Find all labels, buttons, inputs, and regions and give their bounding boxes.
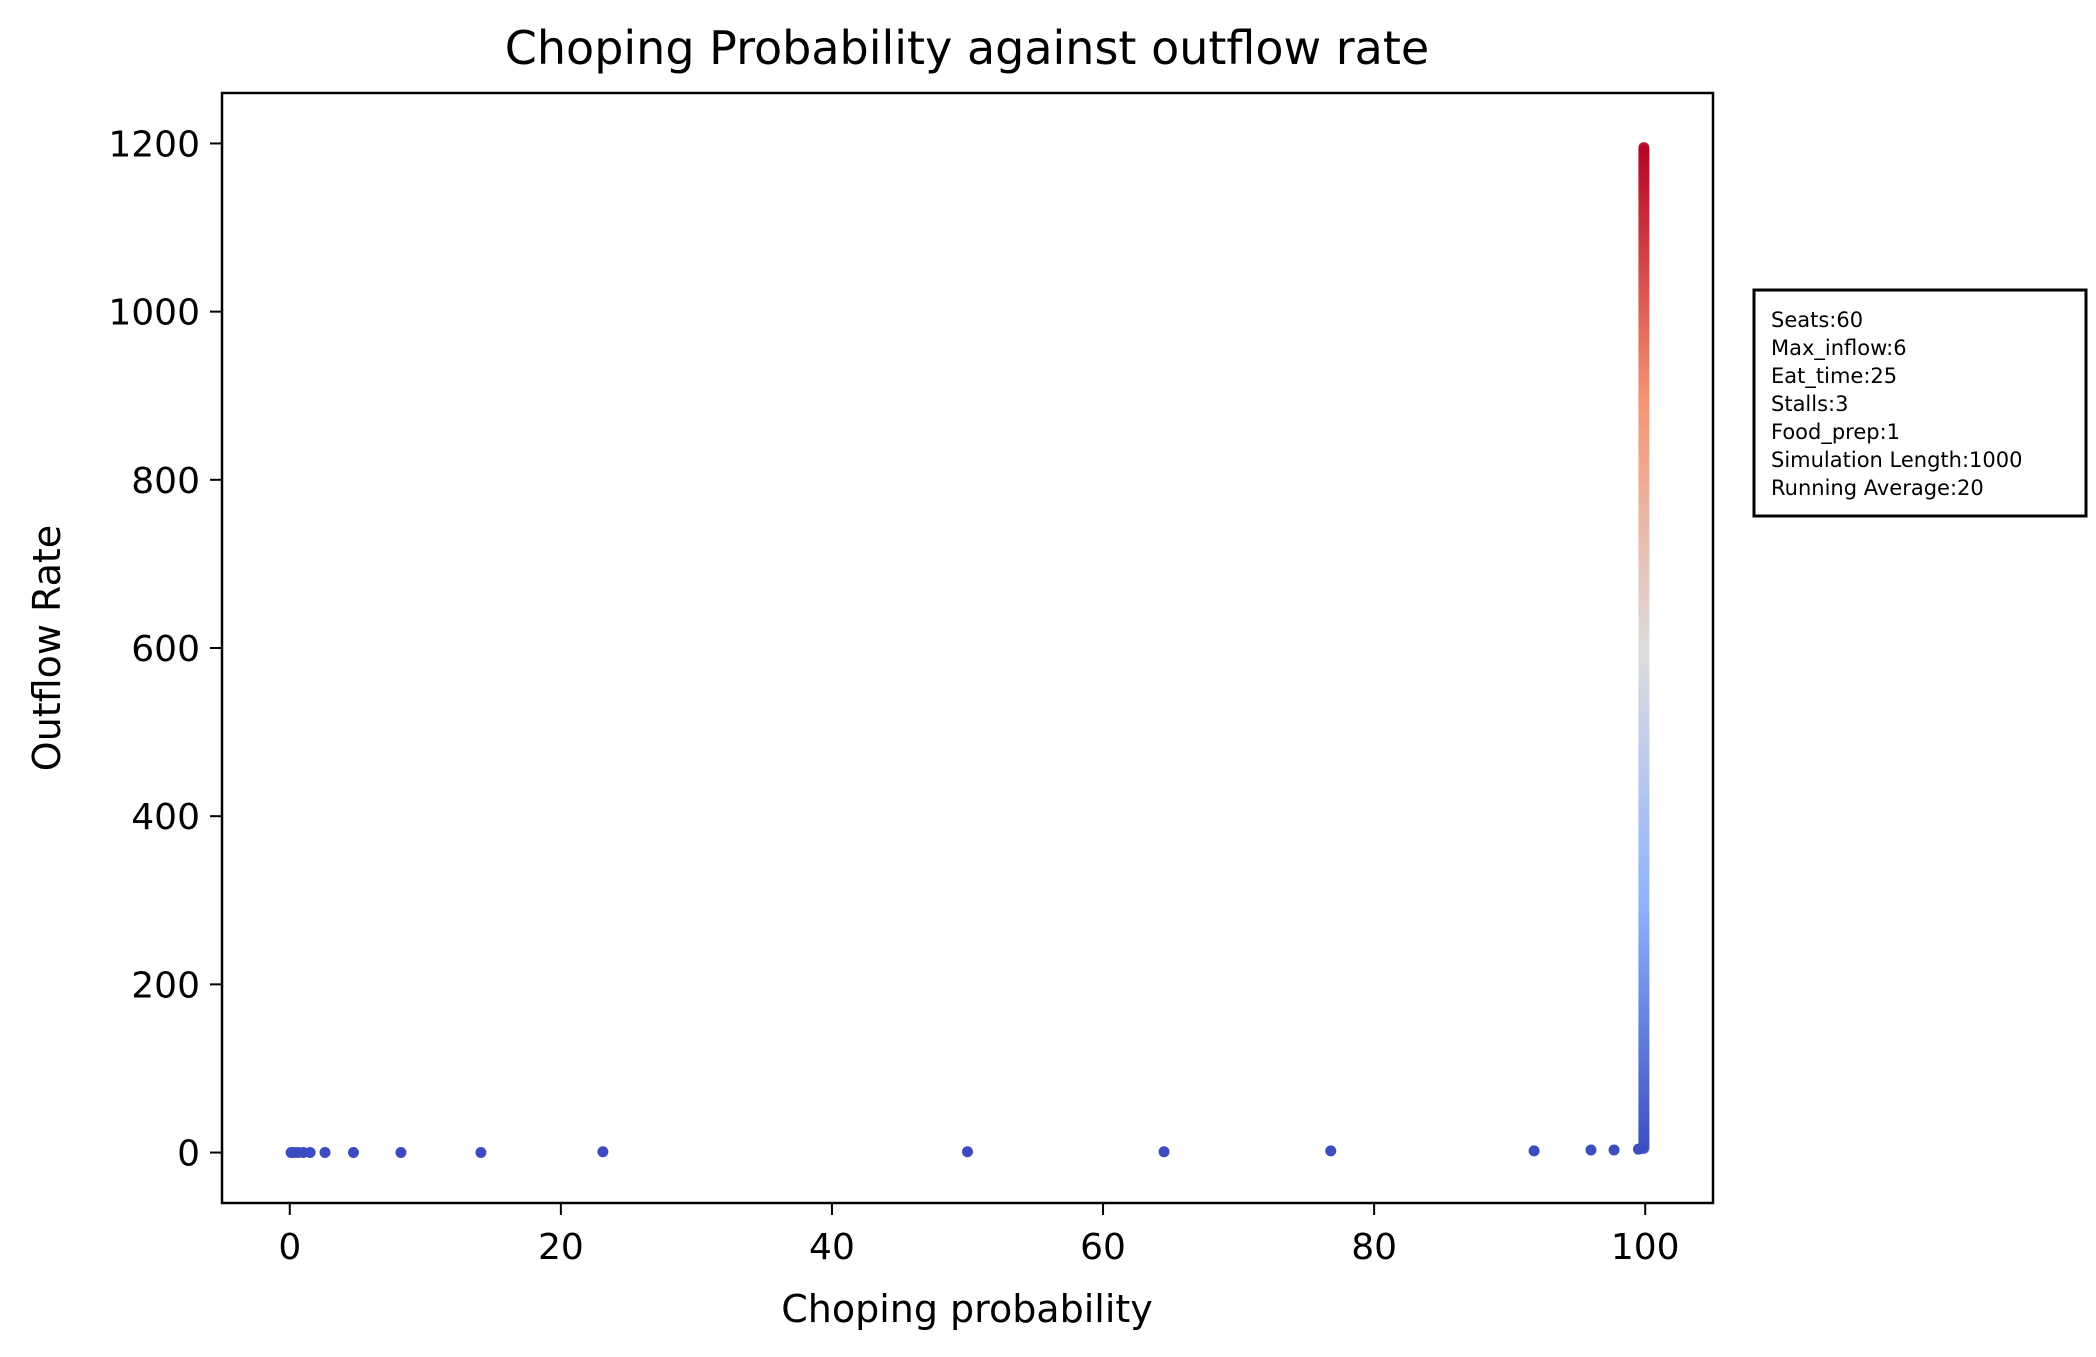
scatter-point bbox=[319, 1147, 331, 1159]
scatter-point bbox=[395, 1147, 407, 1159]
y-axis-ticks: 0 200 400 600 800 1000 1200 bbox=[108, 124, 222, 1175]
y-tick-label: 400 bbox=[131, 797, 200, 838]
x-tick-label: 100 bbox=[1611, 1227, 1680, 1268]
plot-area: 0 20 40 60 80 100 0 200 400 600 800 1000 1200 bbox=[108, 91, 1715, 1268]
scatter-point bbox=[1158, 1146, 1170, 1158]
legend-line-seats: Seats:60 bbox=[1771, 308, 1863, 332]
points-layer bbox=[285, 142, 1650, 1159]
legend-line-stalls: Stalls:3 bbox=[1771, 392, 1848, 416]
parameters-legend: Seats:60 Max_inflow:6 Eat_time:25 Stalls… bbox=[1752, 288, 2088, 518]
scatter-point bbox=[1325, 1145, 1337, 1157]
legend-line-eat-time: Eat_time:25 bbox=[1771, 364, 1897, 389]
x-tick-label: 80 bbox=[1351, 1227, 1397, 1268]
y-tick-label: 200 bbox=[131, 965, 200, 1006]
scatter-point bbox=[962, 1146, 973, 1158]
scatter-point bbox=[1635, 1142, 1647, 1154]
x-axis-label: Choping probability bbox=[781, 1287, 1153, 1331]
scatter-point bbox=[1528, 1145, 1540, 1157]
x-axis-ticks: 0 20 40 60 80 100 bbox=[278, 1203, 1680, 1268]
chart-title: Choping Probability against outflow rate bbox=[505, 21, 1429, 75]
scatter-point bbox=[1608, 1144, 1620, 1156]
scatter-point bbox=[597, 1146, 609, 1158]
legend-line-simulation-length: Simulation Length:1000 bbox=[1771, 448, 2023, 472]
scatter-point bbox=[1585, 1144, 1597, 1156]
scatter-point bbox=[475, 1147, 487, 1159]
y-tick-label: 1200 bbox=[108, 124, 200, 165]
x-tick-label: 60 bbox=[1080, 1227, 1126, 1268]
y-axis-label: Outflow Rate bbox=[25, 525, 69, 771]
scatter-point bbox=[347, 1147, 359, 1159]
x-tick-label: 0 bbox=[278, 1227, 301, 1268]
y-tick-label: 0 bbox=[177, 1134, 200, 1175]
y-tick-label: 1000 bbox=[108, 293, 200, 334]
legend-line-max-inflow: Max_inflow:6 bbox=[1771, 336, 1907, 361]
plot-frame bbox=[220, 91, 1715, 1205]
x-tick-label: 20 bbox=[538, 1227, 584, 1268]
y-tick-label: 800 bbox=[131, 461, 200, 502]
legend-line-running-average: Running Average:20 bbox=[1771, 476, 1984, 500]
scatter-point bbox=[1638, 142, 1650, 154]
x-tick-label: 40 bbox=[809, 1227, 855, 1268]
legend-box bbox=[1752, 288, 2088, 518]
legend-line-food-prep: Food_prep:1 bbox=[1771, 420, 1900, 445]
scatter-point bbox=[304, 1147, 316, 1159]
y-tick-label: 600 bbox=[131, 629, 200, 670]
